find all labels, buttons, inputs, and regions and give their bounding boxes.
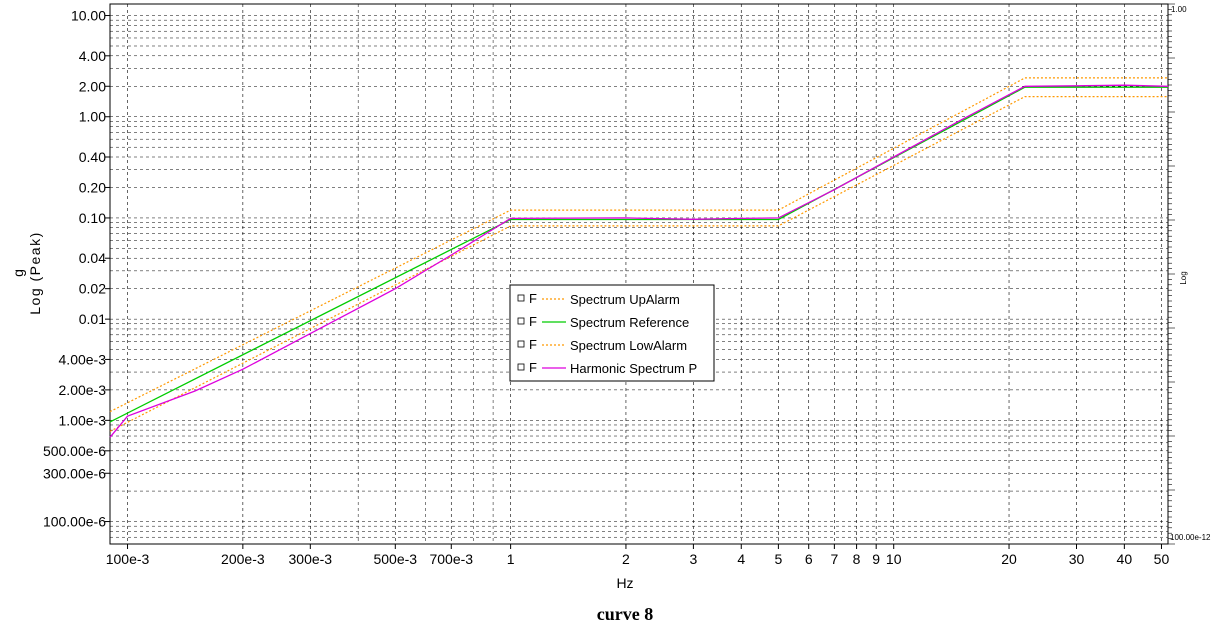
x-tick-label: 100e-3 xyxy=(106,551,150,567)
right-axis-bottom-label: 100.00e-12 xyxy=(1170,533,1211,542)
legend-checkbox-icon xyxy=(517,340,525,348)
y-tick-label: 300.00e-6 xyxy=(43,465,106,481)
y-tick-label: 0.01 xyxy=(79,311,106,327)
legend-checkbox-icon xyxy=(517,294,525,302)
legend-label: Spectrum UpAlarm xyxy=(570,292,680,307)
x-tick-label: 2 xyxy=(622,551,630,567)
chart-caption: curve 8 xyxy=(597,604,653,624)
y-tick-label: 4.00e-3 xyxy=(59,351,107,367)
legend-checkbox-icon xyxy=(517,363,525,371)
y-tick-label: 500.00e-6 xyxy=(43,443,106,459)
legend: F Spectrum UpAlarm F Spectrum Reference F Spe… xyxy=(509,284,715,382)
x-tick-label: 200e-3 xyxy=(221,551,265,567)
x-tick-label: 50 xyxy=(1154,551,1170,567)
series-line-spectrum-upalarm xyxy=(109,77,1168,413)
y-tick-label: 2.00 xyxy=(79,78,106,94)
x-tick-label: 7 xyxy=(830,551,838,567)
x-tick-label: 30 xyxy=(1069,551,1085,567)
x-axis-title: Hz xyxy=(616,575,633,591)
legend-label: Spectrum Reference xyxy=(570,315,689,330)
y-axis-title: Log (Peak) xyxy=(27,231,43,314)
legend-item: F Spectrum Reference xyxy=(517,314,689,330)
x-tick-label: 10 xyxy=(886,551,902,567)
x-tick-label: 4 xyxy=(737,551,745,567)
y-tick-label: 0.10 xyxy=(79,210,106,226)
series-line-harmonic-spectrum-p xyxy=(109,84,1169,438)
y-tick-label: 1.00e-3 xyxy=(59,412,107,428)
y-tick-label: 0.02 xyxy=(79,281,106,297)
x-tick-label: 500e-3 xyxy=(373,551,417,567)
y-tick-label: 10.00 xyxy=(71,8,106,24)
right-axis: 1.00 100.00e-12 Log xyxy=(1168,3,1211,545)
legend-checkbox-icon xyxy=(517,317,525,325)
legend-marker-label: F xyxy=(529,337,537,352)
x-tick-label: 6 xyxy=(805,551,813,567)
x-tick-label: 9 xyxy=(872,551,880,567)
right-axis-top-label: 1.00 xyxy=(1171,5,1187,14)
x-tick-label: 5 xyxy=(774,551,782,567)
x-tick-label: 3 xyxy=(689,551,697,567)
x-tick-label: 700e-3 xyxy=(429,551,473,567)
x-tick-label: 300e-3 xyxy=(289,551,333,567)
right-axis-title: Log xyxy=(1179,271,1188,284)
x-tick-label: 40 xyxy=(1117,551,1133,567)
y-axis-unit: g xyxy=(10,269,26,277)
plot-area xyxy=(109,3,1169,545)
y-tick-label: 100.00e-6 xyxy=(43,514,106,530)
x-tick-labels: 100e-3 200e-3 300e-3 500e-3 700e-3 1 2 3 4 5 6 7 8 9 1… xyxy=(106,544,1170,567)
legend-marker-label: F xyxy=(529,360,537,375)
legend-marker-label: F xyxy=(529,291,537,306)
legend-box xyxy=(509,284,715,382)
x-tick-label: 8 xyxy=(853,551,861,567)
series-group xyxy=(109,77,1169,438)
y-tick-label: 1.00 xyxy=(79,109,106,125)
y-tick-labels: 10.00 4.00 2.00 1.00 0.40 0.20 0.10 0.04 0.02 0.0… xyxy=(43,8,110,530)
x-tick-label: 1 xyxy=(507,551,515,567)
y-tick-label: 0.40 xyxy=(79,149,106,165)
legend-marker-label: F xyxy=(529,314,537,329)
y-tick-label: 4.00 xyxy=(79,48,106,64)
legend-item: F Harmonic Spectrum P xyxy=(517,360,697,376)
x-tick-label: 20 xyxy=(1001,551,1017,567)
y-tick-label: 2.00e-3 xyxy=(59,382,107,398)
series-line-spectrum-lowalarm xyxy=(109,95,1168,432)
legend-label: Harmonic Spectrum P xyxy=(570,361,697,376)
legend-item: F Spectrum UpAlarm xyxy=(517,291,680,307)
legend-item: F Spectrum LowAlarm xyxy=(517,337,687,353)
legend-label: Spectrum LowAlarm xyxy=(570,338,687,353)
series-line-spectrum-reference xyxy=(109,86,1168,423)
y-tick-label: 0.04 xyxy=(79,250,106,266)
y-tick-label: 0.20 xyxy=(79,179,106,195)
